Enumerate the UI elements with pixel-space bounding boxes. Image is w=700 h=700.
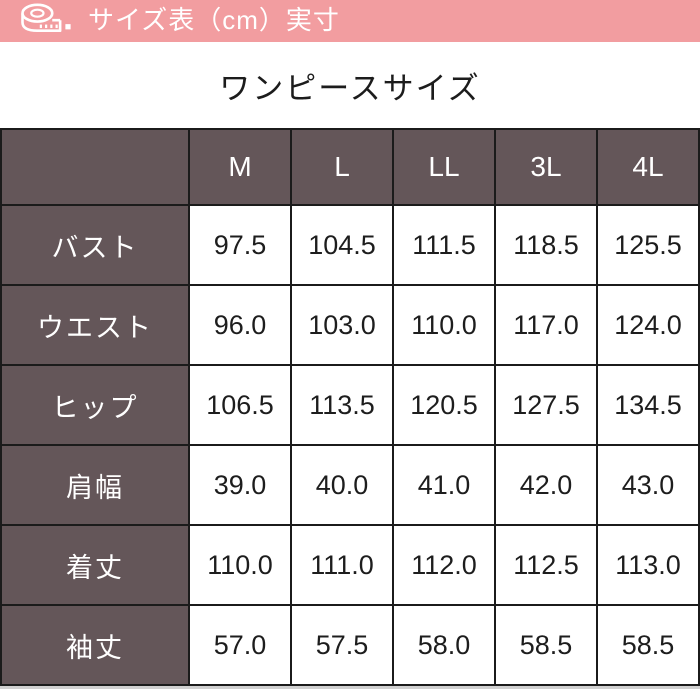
- tape-measure-icon: [18, 2, 76, 40]
- value-cell: 118.5: [494, 204, 598, 286]
- value-cell: 112.5: [494, 524, 598, 606]
- row-label: ヒップ: [0, 364, 190, 446]
- value-cell: 39.0: [188, 444, 292, 526]
- column-header-L: L: [290, 128, 394, 206]
- value-cell: 111.0: [290, 524, 394, 606]
- title-area: ワンピースサイズ: [0, 42, 700, 128]
- value-cell: 103.0: [290, 284, 394, 366]
- value-cell: 58.5: [596, 604, 700, 686]
- value-cell: 43.0: [596, 444, 700, 526]
- column-header-LL: LL: [392, 128, 496, 206]
- value-cell: 104.5: [290, 204, 394, 286]
- value-cell: 111.5: [392, 204, 496, 286]
- table-row: ヒップ 106.5 113.5 120.5 127.5 134.5: [0, 364, 700, 446]
- value-cell: 58.5: [494, 604, 598, 686]
- value-cell: 41.0: [392, 444, 496, 526]
- value-cell: 127.5: [494, 364, 598, 446]
- row-label: 着丈: [0, 524, 190, 606]
- row-label: バスト: [0, 204, 190, 286]
- value-cell: 58.0: [392, 604, 496, 686]
- value-cell: 124.0: [596, 284, 700, 366]
- value-cell: 57.5: [290, 604, 394, 686]
- value-cell: 110.0: [188, 524, 292, 606]
- table-row: バスト 97.5 104.5 111.5 118.5 125.5: [0, 204, 700, 286]
- value-cell: 42.0: [494, 444, 598, 526]
- value-cell: 125.5: [596, 204, 700, 286]
- value-cell: 112.0: [392, 524, 496, 606]
- value-cell: 106.5: [188, 364, 292, 446]
- table-row: 着丈 110.0 111.0 112.0 112.5 113.0: [0, 524, 700, 606]
- value-cell: 117.0: [494, 284, 598, 366]
- size-table: M L LL 3L 4L バスト 97.5 104.5 111.5 118.5 125.5 ウエスト…: [0, 128, 700, 686]
- value-cell: 120.5: [392, 364, 496, 446]
- value-cell: 134.5: [596, 364, 700, 446]
- table-row: 肩幅 39.0 40.0 41.0 42.0 43.0: [0, 444, 700, 526]
- row-label: ウエスト: [0, 284, 190, 366]
- row-label: 肩幅: [0, 444, 190, 526]
- table-row: ウエスト 96.0 103.0 110.0 117.0 124.0: [0, 284, 700, 366]
- row-label: 袖丈: [0, 604, 190, 686]
- table-row: 袖丈 57.0 57.5 58.0 58.5 58.5: [0, 604, 700, 686]
- value-cell: 113.5: [290, 364, 394, 446]
- value-cell: 57.0: [188, 604, 292, 686]
- column-header-M: M: [188, 128, 292, 206]
- size-chart-banner: サイズ表（cm）実寸: [0, 0, 700, 42]
- page-title: ワンピースサイズ: [219, 70, 481, 106]
- value-cell: 110.0: [392, 284, 496, 366]
- size-table-header-row: M L LL 3L 4L: [0, 128, 700, 206]
- value-cell: 96.0: [188, 284, 292, 366]
- value-cell: 40.0: [290, 444, 394, 526]
- size-table-body: バスト 97.5 104.5 111.5 118.5 125.5 ウエスト 96.0 103.0…: [0, 204, 700, 686]
- banner-label: サイズ表（cm）実寸: [88, 5, 340, 35]
- column-header-4L: 4L: [596, 128, 700, 206]
- column-header-3L: 3L: [494, 128, 598, 206]
- value-cell: 113.0: [596, 524, 700, 606]
- size-table-corner-cell: [0, 128, 190, 206]
- value-cell: 97.5: [188, 204, 292, 286]
